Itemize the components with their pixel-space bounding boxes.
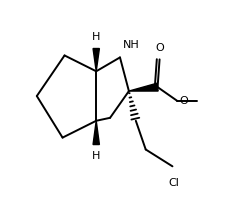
Polygon shape [93,121,99,145]
Text: NH: NH [123,40,140,50]
Text: Cl: Cl [168,178,179,188]
Polygon shape [93,49,99,71]
Text: O: O [155,43,164,53]
Text: O: O [179,96,188,106]
Polygon shape [129,83,158,91]
Text: H: H [92,31,100,42]
Text: H: H [92,151,100,161]
